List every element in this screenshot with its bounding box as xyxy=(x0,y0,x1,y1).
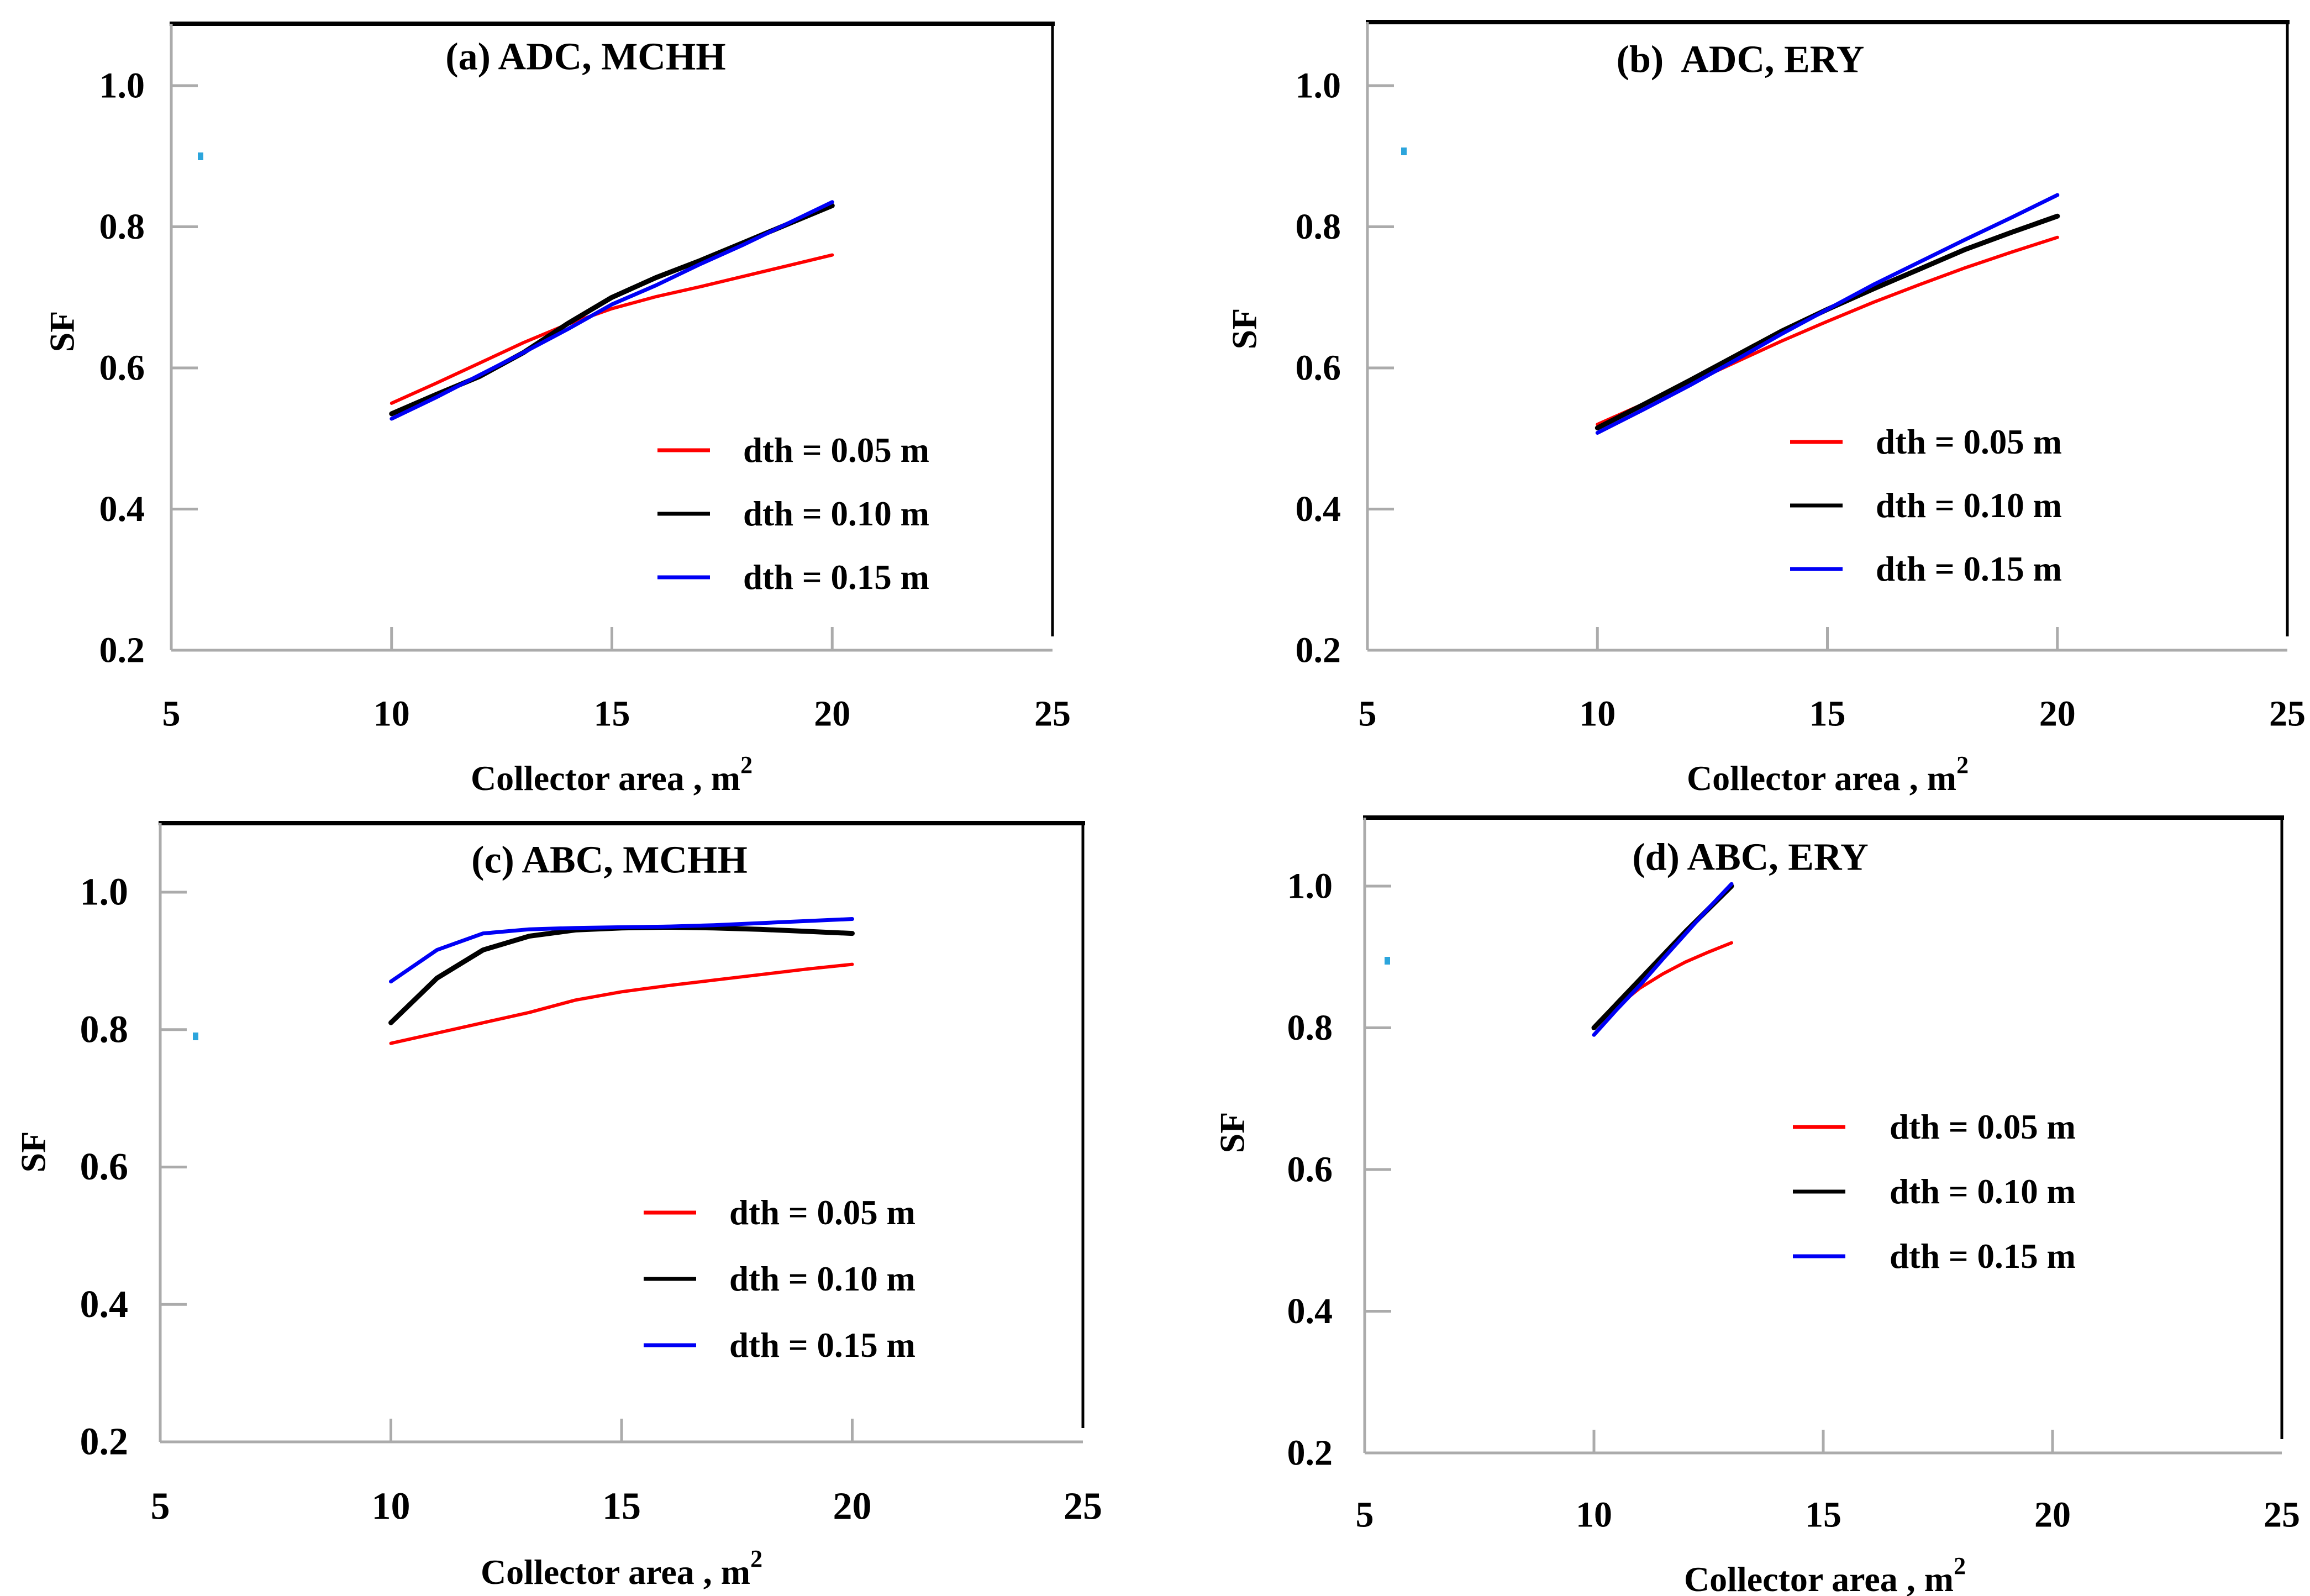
x-tick-label: 5 xyxy=(1356,1495,1374,1535)
series-line-005 xyxy=(389,962,854,1045)
x-tick-label: 5 xyxy=(151,1486,170,1528)
series-line-015 xyxy=(390,200,834,421)
x-axis-title: Collector area , m2 xyxy=(471,751,753,798)
stray-dot-artifact xyxy=(1385,957,1390,965)
y-tick-label: 0.4 xyxy=(99,489,145,529)
x-tick-label: 5 xyxy=(1359,694,1377,734)
chart-d-abc-ery: 1.0 0.8 0.6 0.4 0.2 5 10 15 20 25 (d) ABC, ERY SF Co… xyxy=(1213,815,2300,1596)
y-tick-label: 0.4 xyxy=(1287,1291,1333,1331)
y-tick-label: 1.0 xyxy=(80,871,129,914)
legend-label: dth = 0.15 m xyxy=(743,558,929,597)
x-tick-label: 25 xyxy=(2269,694,2306,734)
legend-label: dth = 0.05 m xyxy=(729,1193,915,1232)
y-tick-label: 0.2 xyxy=(1296,630,1341,671)
legend-label: dth = 0.10 m xyxy=(729,1260,915,1298)
chart-b-adc-ery: 1.0 0.8 0.6 0.4 0.2 5 10 15 20 25 (b) ADC, ERY SF Co… xyxy=(1225,20,2306,798)
legend-label: dth = 0.05 m xyxy=(1876,423,2062,461)
x-tick-label: 25 xyxy=(1034,694,1071,734)
legend-label: dth = 0.10 m xyxy=(1890,1172,2076,1211)
y-axis-title: SF xyxy=(43,311,82,352)
x-tick-label: 5 xyxy=(162,694,181,734)
x-tick-label: 20 xyxy=(814,694,850,734)
panel-title: (b) ADC, ERY xyxy=(1617,39,1865,81)
series-line-015 xyxy=(1595,193,2060,435)
y-axis-title: SF xyxy=(1225,308,1264,350)
x-tick-label: 20 xyxy=(2034,1495,2071,1535)
legend-label: dth = 0.15 m xyxy=(729,1326,915,1365)
y-tick-label: 0.6 xyxy=(1287,1150,1333,1190)
y-tick-label: 0.6 xyxy=(99,348,145,388)
stray-dot-artifact xyxy=(198,152,203,160)
y-tick-label: 0.2 xyxy=(1287,1433,1333,1473)
y-tick-label: 0.6 xyxy=(1296,348,1341,388)
panel-title: (a) ADC, MCHH xyxy=(445,36,725,78)
series-line-015 xyxy=(389,917,854,984)
legend-label: dth = 0.10 m xyxy=(743,494,929,533)
panel-title: (d) ABC, ERY xyxy=(1632,836,1868,879)
panel-b-adc-ery: 1.0 0.8 0.6 0.4 0.2 5 10 15 20 25 (b) ADC, ERY SF Co… xyxy=(1155,0,2310,798)
x-tick-label: 25 xyxy=(2264,1495,2300,1535)
x-tick-label: 25 xyxy=(1064,1486,1102,1528)
x-tick-label: 20 xyxy=(833,1486,872,1528)
y-tick-label: 0.2 xyxy=(80,1421,129,1463)
y-tick-label: 0.8 xyxy=(1296,207,1341,247)
y-tick-label: 0.2 xyxy=(99,630,145,671)
y-tick-label: 1.0 xyxy=(1287,866,1333,907)
stray-dot-artifact xyxy=(1401,148,1407,155)
stray-dot-artifact xyxy=(193,1033,198,1040)
y-axis-title: SF xyxy=(14,1131,53,1173)
x-axis-title: Collector area , m2 xyxy=(1684,1552,1966,1596)
x-tick-label: 10 xyxy=(372,1486,411,1528)
chart-a-adc-mchh: 1.0 0.8 0.6 0.4 0.2 5 10 15 20 25 (a) ADC, MCHH SF C… xyxy=(43,22,1071,798)
y-tick-label: 0.8 xyxy=(80,1008,129,1051)
series-line-005 xyxy=(390,253,834,405)
chart-c-abc-mchh: 1.0 0.8 0.6 0.4 0.2 5 10 15 20 25 (c) ABC, MCHH SF C… xyxy=(14,821,1102,1592)
series-line-015 xyxy=(1592,882,1734,1037)
y-tick-label: 0.6 xyxy=(80,1146,129,1188)
y-tick-label: 1.0 xyxy=(1296,66,1341,106)
x-tick-label: 10 xyxy=(1576,1495,1612,1535)
x-tick-label: 15 xyxy=(1809,694,1846,734)
panel-a-adc-mchh: 1.0 0.8 0.6 0.4 0.2 5 10 15 20 25 (a) ADC, MCHH SF C… xyxy=(0,0,1155,798)
x-tick-label: 20 xyxy=(2039,694,2076,734)
legend-label: dth = 0.15 m xyxy=(1890,1237,2076,1276)
y-tick-label: 1.0 xyxy=(99,66,145,106)
x-axis-title: Collector area , m2 xyxy=(481,1545,762,1592)
x-tick-label: 15 xyxy=(602,1486,641,1528)
legend-label: dth = 0.05 m xyxy=(1890,1108,2076,1146)
x-tick-label: 15 xyxy=(594,694,630,734)
legend-label: dth = 0.15 m xyxy=(1876,550,2062,588)
y-tick-label: 0.8 xyxy=(99,207,145,247)
y-tick-label: 0.4 xyxy=(1296,489,1341,529)
legend-label: dth = 0.10 m xyxy=(1876,486,2062,525)
x-tick-label: 15 xyxy=(1805,1495,1841,1535)
x-axis-title: Collector area , m2 xyxy=(1687,751,1969,798)
legend-label: dth = 0.05 m xyxy=(743,431,929,470)
x-tick-label: 10 xyxy=(1579,694,1616,734)
panel-title: (c) ABC, MCHH xyxy=(471,839,748,882)
y-tick-label: 0.4 xyxy=(80,1283,129,1326)
panel-d-abc-ery: 1.0 0.8 0.6 0.4 0.2 5 10 15 20 25 (d) ABC, ERY SF Co… xyxy=(1155,798,2310,1596)
x-tick-label: 10 xyxy=(373,694,410,734)
panel-c-abc-mchh: 1.0 0.8 0.6 0.4 0.2 5 10 15 20 25 (c) ABC, MCHH SF C… xyxy=(0,798,1155,1596)
y-tick-label: 0.8 xyxy=(1287,1008,1333,1048)
y-axis-title: SF xyxy=(1213,1112,1252,1153)
